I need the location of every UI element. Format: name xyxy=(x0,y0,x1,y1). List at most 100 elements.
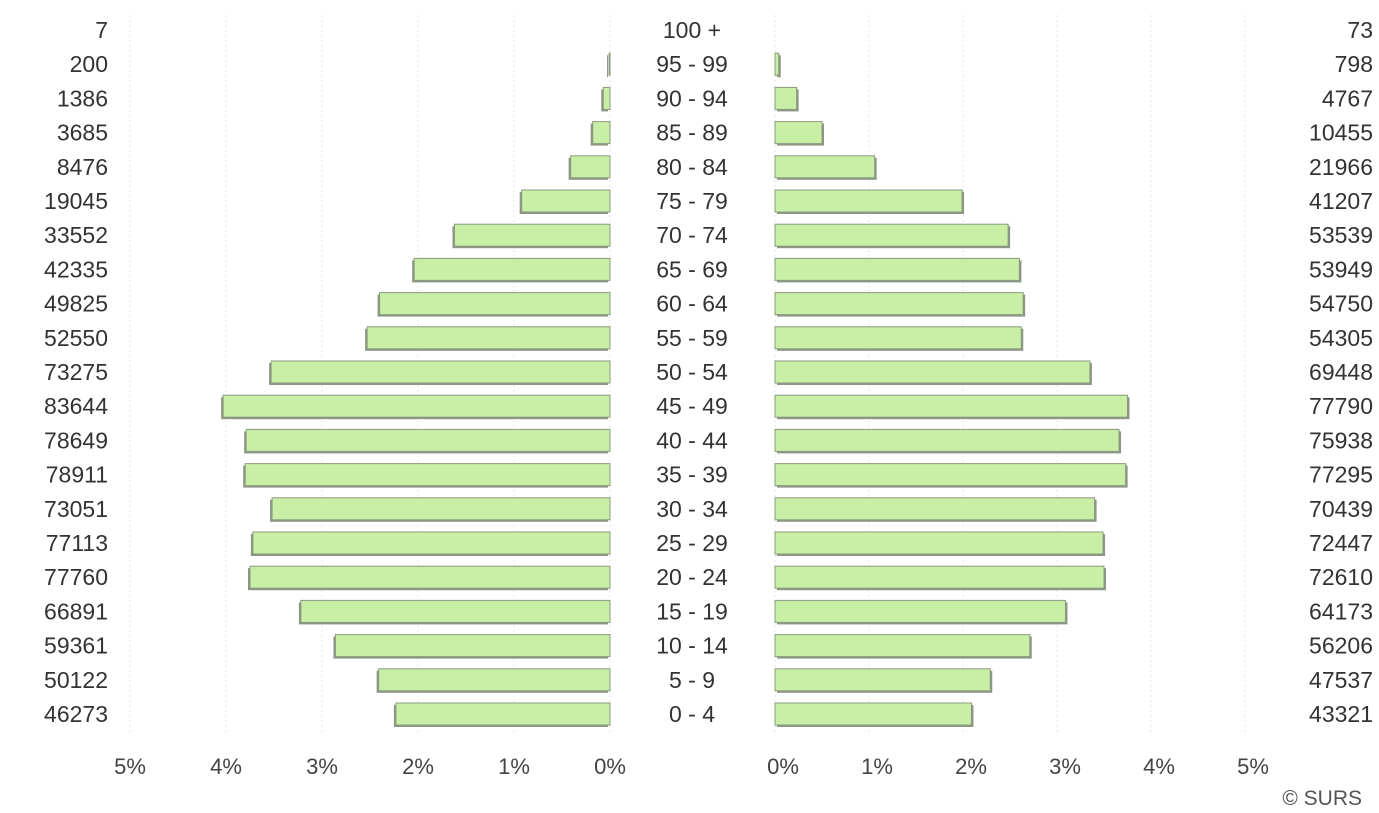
count-label-left: 33552 xyxy=(44,222,108,248)
bar-left xyxy=(334,634,611,658)
bar-left xyxy=(300,599,611,623)
bar-right xyxy=(774,565,1105,589)
count-label-left: 42335 xyxy=(44,256,108,282)
age-group-label: 45 - 49 xyxy=(656,393,728,419)
count-label-left: 77760 xyxy=(44,564,108,590)
count-label-right: 53539 xyxy=(1309,222,1373,248)
count-label-right: 54305 xyxy=(1309,325,1373,351)
x-tick-label-left: 2% xyxy=(402,754,434,779)
x-tick-label-right: 4% xyxy=(1143,754,1175,779)
x-tick-label-left: 0% xyxy=(594,754,626,779)
bar-left xyxy=(270,360,611,384)
count-label-left: 59361 xyxy=(44,633,108,659)
x-tick-label-right: 3% xyxy=(1049,754,1081,779)
source-credit: © SURS xyxy=(1282,787,1362,810)
count-label-left: 73275 xyxy=(44,359,108,385)
age-group-label: 30 - 34 xyxy=(656,496,728,522)
bar-left xyxy=(249,565,611,589)
count-label-right: 43321 xyxy=(1309,701,1373,727)
x-tick-label-left: 4% xyxy=(210,754,242,779)
count-label-right: 77790 xyxy=(1309,393,1373,419)
count-label-right: 798 xyxy=(1335,51,1373,77)
bar-left xyxy=(366,326,611,350)
count-label-right: 56206 xyxy=(1309,633,1373,659)
bar-left xyxy=(395,702,611,726)
bar-left xyxy=(252,531,611,555)
age-group-label: 55 - 59 xyxy=(656,325,728,351)
count-label-right: 64173 xyxy=(1309,598,1373,624)
bar-right xyxy=(774,257,1020,281)
x-tick-label-left: 3% xyxy=(306,754,338,779)
bar-left xyxy=(378,668,611,692)
age-group-label: 20 - 24 xyxy=(656,564,728,590)
count-label-right: 47537 xyxy=(1309,667,1373,693)
count-label-left: 78649 xyxy=(44,427,108,453)
bar-left xyxy=(570,155,611,179)
count-label-left: 46273 xyxy=(44,701,108,727)
count-label-left: 83644 xyxy=(44,393,108,419)
bar-left xyxy=(413,257,611,281)
bar-right xyxy=(774,599,1066,623)
count-label-right: 72447 xyxy=(1309,530,1373,556)
bar-right xyxy=(774,86,798,110)
count-label-right: 41207 xyxy=(1309,188,1373,214)
age-group-label: 0 - 4 xyxy=(669,701,715,727)
count-label-right: 4767 xyxy=(1322,85,1373,111)
bar-right xyxy=(774,702,972,726)
bar-right xyxy=(774,155,876,179)
bar-right xyxy=(774,668,991,692)
count-label-right: 77295 xyxy=(1309,462,1373,488)
bar-left xyxy=(521,189,611,213)
bar-left xyxy=(222,394,611,418)
x-tick-label-left: 5% xyxy=(114,754,146,779)
bar-right xyxy=(774,326,1022,350)
age-group-label: 35 - 39 xyxy=(656,462,728,488)
count-label-left: 49825 xyxy=(44,291,108,317)
age-group-label: 25 - 29 xyxy=(656,530,728,556)
labels: 7 100 + 73 200 95 - 99 798 1386 90 - 94 4767 3685… xyxy=(44,17,1373,779)
age-group-label: 50 - 54 xyxy=(656,359,728,385)
count-label-right: 75938 xyxy=(1309,427,1373,453)
bar-right xyxy=(774,463,1127,487)
count-label-left: 7 xyxy=(95,17,108,43)
bar-left xyxy=(245,428,611,452)
x-tick-label-right: 5% xyxy=(1237,754,1269,779)
bar-right xyxy=(774,531,1104,555)
count-label-right: 53949 xyxy=(1309,256,1373,282)
age-group-label: 5 - 9 xyxy=(669,667,715,693)
bar-right xyxy=(774,189,963,213)
age-group-label: 15 - 19 xyxy=(656,598,728,624)
count-label-right: 10455 xyxy=(1309,120,1373,146)
count-label-left: 3685 xyxy=(57,120,108,146)
age-group-label: 70 - 74 xyxy=(656,222,728,248)
age-group-label: 40 - 44 xyxy=(656,427,728,453)
age-group-label: 100 + xyxy=(663,17,721,43)
count-label-right: 70439 xyxy=(1309,496,1373,522)
bar-left xyxy=(244,463,611,487)
bar-left xyxy=(379,292,611,316)
age-group-label: 90 - 94 xyxy=(656,85,728,111)
bar-shadow-left xyxy=(607,55,608,78)
x-tick-label-right: 1% xyxy=(861,754,893,779)
x-tick-label-right: 0% xyxy=(767,754,799,779)
x-tick-label-right: 2% xyxy=(955,754,987,779)
age-group-label: 75 - 79 xyxy=(656,188,728,214)
count-label-right: 21966 xyxy=(1309,154,1373,180)
bar-right xyxy=(774,634,1031,658)
bar-right xyxy=(774,360,1091,384)
age-group-label: 80 - 84 xyxy=(656,154,728,180)
bar-left xyxy=(602,86,611,110)
x-tick-label-left: 1% xyxy=(498,754,530,779)
count-label-right: 54750 xyxy=(1309,291,1373,317)
count-label-left: 8476 xyxy=(57,154,108,180)
bar-right xyxy=(774,121,823,145)
bars xyxy=(221,52,1130,727)
age-group-label: 10 - 14 xyxy=(656,633,728,659)
count-label-right: 69448 xyxy=(1309,359,1373,385)
count-label-left: 73051 xyxy=(44,496,108,522)
count-label-left: 77113 xyxy=(46,530,108,556)
age-group-label: 95 - 99 xyxy=(656,51,728,77)
bar-right xyxy=(774,497,1096,521)
count-label-left: 1386 xyxy=(57,85,108,111)
